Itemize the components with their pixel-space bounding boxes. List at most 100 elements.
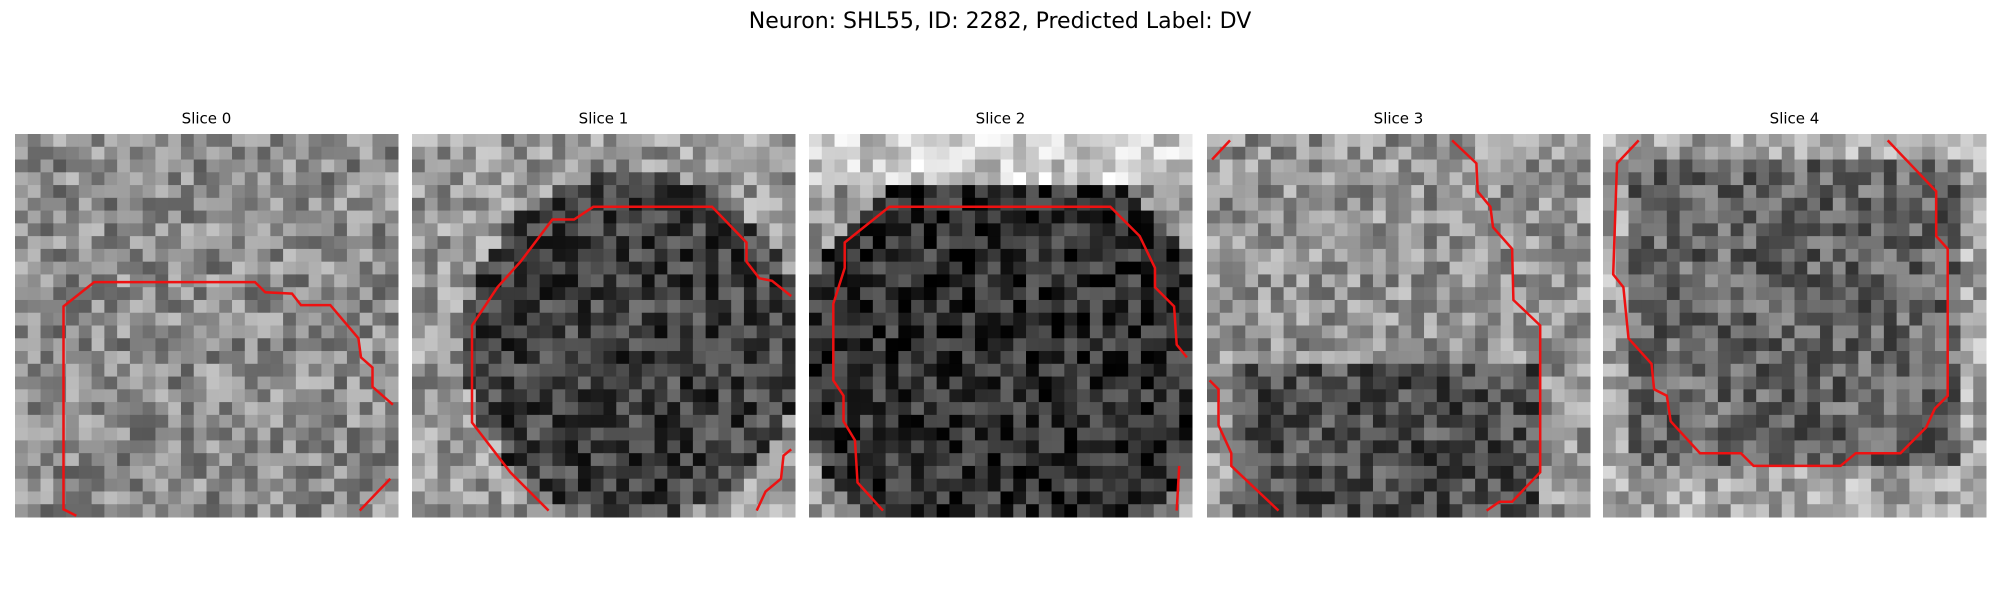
pixel	[308, 453, 322, 467]
pixel	[232, 146, 246, 161]
pixel	[1654, 453, 1668, 467]
pixel	[1436, 146, 1451, 161]
pixel	[53, 236, 67, 250]
pixel	[898, 134, 912, 148]
pixel	[769, 261, 783, 275]
pixel	[1013, 146, 1027, 161]
pixel	[936, 338, 950, 352]
pixel	[1089, 465, 1104, 480]
pixel	[334, 504, 348, 518]
pixel	[1449, 299, 1463, 314]
pixel	[1883, 236, 1898, 250]
pixel	[1385, 414, 1399, 429]
pixel	[1462, 465, 1476, 480]
pixel	[1934, 197, 1949, 212]
pixel	[1064, 236, 1078, 250]
pixel	[1258, 172, 1272, 186]
pixel	[1794, 236, 1808, 250]
pixel	[155, 427, 169, 441]
pixel	[743, 185, 758, 199]
pixel	[743, 478, 758, 492]
pixel	[1679, 427, 1693, 441]
pixel	[40, 440, 54, 454]
pixel	[769, 146, 783, 161]
pixel	[91, 491, 105, 505]
pixel	[898, 210, 912, 224]
pixel	[756, 299, 770, 314]
pixel	[1258, 325, 1272, 339]
pixel	[270, 223, 284, 237]
pixel	[654, 491, 668, 505]
pixel	[1026, 363, 1040, 378]
pixel	[180, 159, 195, 173]
pixel	[1871, 478, 1885, 492]
pixel	[1603, 287, 1617, 301]
pixel	[1128, 389, 1142, 403]
pixel	[1909, 312, 1923, 326]
pixel	[782, 159, 796, 173]
pixel	[1270, 197, 1285, 212]
pixel	[1934, 465, 1949, 480]
pixel	[654, 427, 668, 441]
pixel	[1909, 504, 1923, 518]
pixel	[232, 197, 246, 212]
pixel	[1128, 453, 1142, 467]
pixel	[91, 465, 105, 480]
pixel	[1064, 325, 1078, 339]
pixel	[1654, 223, 1668, 237]
pixel	[923, 453, 938, 467]
pixel	[1513, 210, 1527, 224]
pixel	[667, 197, 681, 212]
pixel	[193, 325, 207, 339]
pixel	[1309, 185, 1323, 199]
pixel	[603, 453, 617, 467]
pixel	[450, 338, 464, 352]
pixel	[283, 478, 297, 492]
slice-image	[412, 134, 796, 518]
pixel	[1603, 427, 1617, 441]
pixel	[1449, 172, 1463, 186]
pixel	[1768, 287, 1783, 301]
pixel	[1820, 312, 1834, 326]
pixel	[603, 427, 617, 441]
contour	[470, 205, 792, 512]
pixel	[257, 274, 271, 288]
pixel	[1347, 351, 1361, 365]
pixel	[949, 287, 963, 301]
pixel	[1947, 134, 1961, 148]
pixel	[898, 414, 912, 429]
pixel	[1603, 299, 1617, 314]
pixel	[1832, 210, 1847, 224]
pixel	[860, 465, 874, 480]
pixel	[962, 274, 976, 288]
pixel	[1564, 402, 1578, 416]
pixel	[1000, 210, 1014, 224]
pixel	[641, 414, 656, 429]
pixel	[501, 146, 515, 161]
pixel	[193, 210, 207, 224]
pixel	[731, 351, 745, 365]
pixel	[117, 402, 131, 416]
pixel	[1179, 376, 1193, 390]
pixel	[1717, 376, 1732, 390]
pixel	[1334, 338, 1348, 352]
pixel	[1654, 312, 1668, 326]
pixel	[1500, 414, 1514, 429]
pixel	[1820, 274, 1834, 288]
pixel	[1089, 299, 1104, 314]
pixel	[219, 389, 233, 403]
pixel	[180, 146, 195, 161]
pixel	[923, 185, 938, 199]
pixel	[1743, 478, 1757, 492]
pixel	[629, 325, 643, 339]
pixel	[539, 440, 553, 454]
pixel	[1973, 134, 1987, 148]
pixel	[1449, 236, 1463, 250]
pixel	[872, 351, 887, 365]
pixel	[1628, 197, 1642, 212]
pixel	[1436, 363, 1451, 378]
pixel	[244, 351, 259, 365]
pixel	[1360, 172, 1374, 186]
pixel	[974, 427, 989, 441]
pixel	[641, 440, 656, 454]
